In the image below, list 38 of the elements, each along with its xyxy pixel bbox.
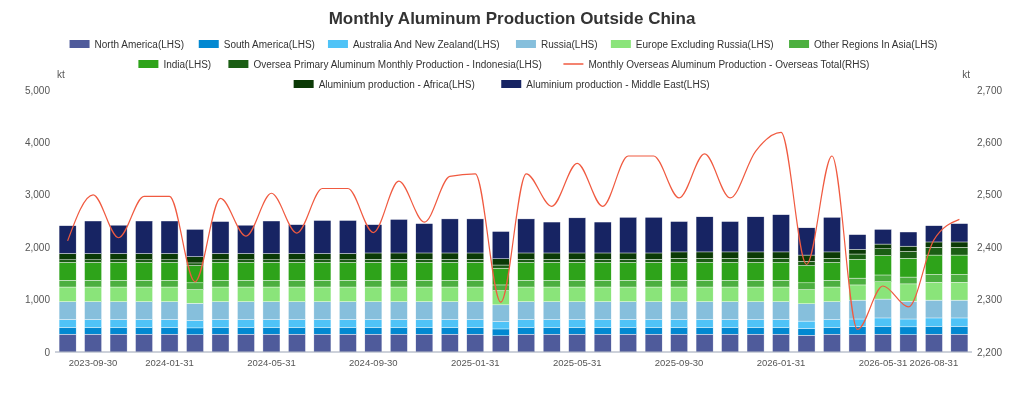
y2-tick-label: 2,300 <box>977 294 1003 306</box>
legend-label: Aluminium production - Middle East(LHS) <box>526 78 710 90</box>
legend-label: Other Regions In Asia(LHS) <box>814 38 938 50</box>
legend-label: Aluminium production - Africa(LHS) <box>318 78 475 90</box>
y-tick-label: 0 <box>44 346 51 358</box>
y-tick-label: 4,000 <box>24 136 51 148</box>
y-tick-label: 2,000 <box>24 241 51 253</box>
x-tick-label: 2024-05-31 <box>247 357 296 368</box>
y2-axis-title: kt <box>962 69 971 80</box>
y2-tick-label: 2,400 <box>977 241 1003 253</box>
x-tick-label: 2026-05-31 <box>858 357 908 368</box>
y-tick-label: 3,000 <box>24 189 51 201</box>
x-tick-label: 2024-01-31 <box>145 357 194 368</box>
legend-label: Oversea Primary Aluminum Monthly Production - Indonesia(LHS) <box>253 58 542 70</box>
legend-label: Monthly Overseas Aluminum Production - Overseas Total(RHS) <box>588 58 870 70</box>
x-tick-label: 2023-09-30 <box>68 357 118 368</box>
y-axis-title: kt <box>57 69 65 80</box>
x-tick-label: 2026-01-31 <box>756 357 806 368</box>
legend-label: Europe Excluding Russia(LHS) <box>635 38 774 50</box>
y2-tick-label: 2,200 <box>977 346 1003 358</box>
x-tick-label: 2024-09-30 <box>349 357 398 368</box>
line-series <box>67 131 960 331</box>
x-tick-label: 2025-09-30 <box>654 357 704 368</box>
legend-label: Russia(LHS) <box>540 38 598 50</box>
x-tick-label: 2025-05-31 <box>552 357 602 368</box>
chart-title: Monthly Aluminum Production Outside China <box>328 9 696 28</box>
x-tick-label: 2026-08-31 <box>909 357 959 368</box>
y2-tick-label: 2,500 <box>977 189 1003 201</box>
legend-label: India(LHS) <box>163 58 212 70</box>
legend-label: Australia And New Zealand(LHS) <box>352 38 500 50</box>
y2-tick-label: 2,700 <box>977 84 1003 96</box>
legend-label: South America(LHS) <box>223 38 315 50</box>
legend-label: North America(LHS) <box>94 38 185 50</box>
y-tick-label: 5,000 <box>24 84 51 96</box>
y2-tick-label: 2,600 <box>977 136 1003 148</box>
bar <box>874 229 892 245</box>
x-tick-label: 2025-01-31 <box>450 357 500 368</box>
y-tick-label: 1,000 <box>24 294 51 306</box>
